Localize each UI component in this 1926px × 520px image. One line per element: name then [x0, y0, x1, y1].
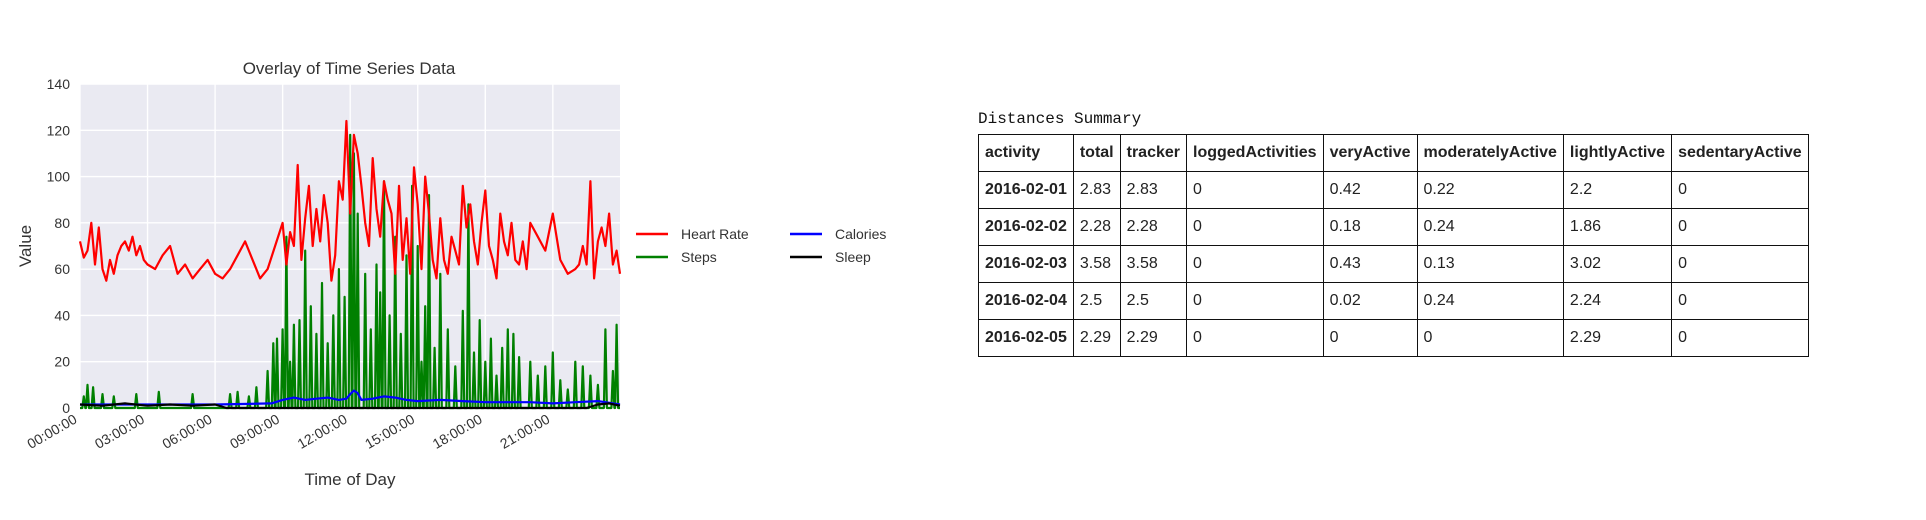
table-cell: 2.29: [1562, 319, 1673, 357]
column-header: activity: [978, 134, 1074, 172]
table-row: 2016-02-04 2.5 2.5 0 0.02 0.24 2.24 0: [978, 282, 1809, 320]
y-axis-label: Value: [16, 225, 35, 267]
series-group: [78, 119, 622, 410]
table-caption: Distances Summary: [978, 110, 1142, 128]
x-tick-label: 15:00:00: [362, 411, 417, 452]
table-cell: 0.22: [1416, 171, 1564, 209]
table-cell: 0: [1186, 319, 1324, 357]
table-row: 2016-02-01 2.83 2.83 0 0.42 0.22 2.2 0: [978, 171, 1809, 209]
y-tick-label: 100: [47, 169, 71, 185]
column-header: loggedActivities: [1186, 134, 1324, 172]
row-header-cell: 2016-02-04: [978, 282, 1074, 320]
series-line-sleep: [79, 402, 621, 410]
table-row: 2016-02-02 2.28 2.28 0 0.18 0.24 1.86 0: [978, 208, 1809, 246]
table-cell: 0.42: [1322, 171, 1418, 209]
table-cell: 0: [1186, 171, 1324, 209]
y-tick-label: 80: [54, 215, 70, 231]
table-cell: 2.29: [1119, 319, 1188, 357]
chart-title: Overlay of Time Series Data: [243, 59, 456, 78]
x-axis-label: Time of Day: [304, 470, 396, 489]
legend-label: Steps: [681, 249, 717, 265]
y-tick-labels: 0 20 40 60 80 100 120 140: [47, 76, 71, 416]
y-tick-label: 120: [47, 122, 71, 138]
x-tick-label: 06:00:00: [159, 411, 214, 452]
row-header-cell: 2016-02-02: [978, 208, 1074, 246]
legend: Heart Rate Steps Calories Sleep: [636, 226, 886, 265]
x-tick-label: 09:00:00: [227, 411, 282, 452]
table-cell: 2.24: [1562, 282, 1673, 320]
column-header: moderatelyActive: [1416, 134, 1564, 172]
legend-label: Heart Rate: [681, 226, 749, 242]
y-tick-label: 140: [47, 76, 71, 92]
table-cell: 0: [1322, 319, 1418, 357]
table-cell: 0.18: [1322, 208, 1418, 246]
table-cell: 0: [1671, 171, 1809, 209]
legend-label: Calories: [835, 226, 886, 242]
row-header-cell: 2016-02-01: [978, 171, 1074, 209]
table-cell: 1.86: [1562, 208, 1673, 246]
table-cell: 0.02: [1322, 282, 1418, 320]
table-cell: 0.13: [1416, 245, 1564, 283]
table-cell: 0: [1186, 245, 1324, 283]
table-cell: 0: [1671, 319, 1809, 357]
x-tick-label: 03:00:00: [92, 411, 147, 452]
column-header: sedentaryActive: [1671, 134, 1809, 172]
table-header-row: activity total tracker loggedActivities very…: [978, 134, 1809, 172]
table-cell: 0: [1416, 319, 1564, 357]
table-cell: 0: [1186, 282, 1324, 320]
table-cell: 2.83: [1119, 171, 1188, 209]
table-cell: 0.24: [1416, 208, 1564, 246]
table-cell: 3.58: [1072, 245, 1121, 283]
column-header: total: [1072, 134, 1121, 172]
row-header-cell: 2016-02-05: [978, 319, 1074, 357]
table-row: 2016-02-03 3.58 3.58 0 0.43 0.13 3.02 0: [978, 245, 1809, 283]
table-cell: 2.28: [1072, 208, 1121, 246]
table-cell: 2.5: [1119, 282, 1188, 320]
table-cell: 2.83: [1072, 171, 1121, 209]
x-tick-label: 00:00:00: [24, 411, 79, 452]
table-cell: 0.24: [1416, 282, 1564, 320]
y-tick-label: 60: [54, 261, 70, 277]
x-tick-label: 18:00:00: [430, 411, 485, 452]
x-tick-label: 12:00:00: [294, 411, 349, 452]
table-row: 2016-02-05 2.29 2.29 0 0 0 2.29 0: [978, 319, 1809, 357]
table-cell: 2.2: [1562, 171, 1673, 209]
distances-table: activity total tracker loggedActivities very…: [978, 134, 1809, 357]
column-header: veryActive: [1322, 134, 1418, 172]
table-cell: 2.5: [1072, 282, 1121, 320]
y-tick-label: 0: [62, 400, 70, 416]
table-cell: 0: [1671, 245, 1809, 283]
table-cell: 2.28: [1119, 208, 1188, 246]
table-cell: 0: [1186, 208, 1324, 246]
table-cell: 3.02: [1562, 245, 1673, 283]
x-tick-label: 21:00:00: [497, 411, 552, 452]
row-header-cell: 2016-02-03: [978, 245, 1074, 283]
time-series-chart: Overlay of Time Series Data 0 20 40 60 80 100…: [16, 59, 886, 489]
series-line-heart-rate: [78, 119, 622, 282]
y-tick-label: 20: [54, 354, 70, 370]
column-header: lightlyActive: [1562, 134, 1673, 172]
x-tick-labels: 00:00:00 03:00:00 06:00:00 09:00:00 12:00:00…: [24, 411, 552, 452]
y-tick-label: 40: [54, 307, 70, 323]
table-cell: 0.43: [1322, 245, 1418, 283]
table-cell: 2.29: [1072, 319, 1121, 357]
series-line-calories: [80, 389, 621, 406]
table-cell: 0: [1671, 282, 1809, 320]
table-cell: 3.58: [1119, 245, 1188, 283]
legend-label: Sleep: [835, 249, 871, 265]
column-header: tracker: [1119, 134, 1188, 172]
distances-summary: Distances Summary activity total tracker lo…: [978, 110, 1809, 357]
table-cell: 0: [1671, 208, 1809, 246]
table-body: 2016-02-01 2.83 2.83 0 0.42 0.22 2.2 0 2016-02-0…: [978, 171, 1809, 357]
